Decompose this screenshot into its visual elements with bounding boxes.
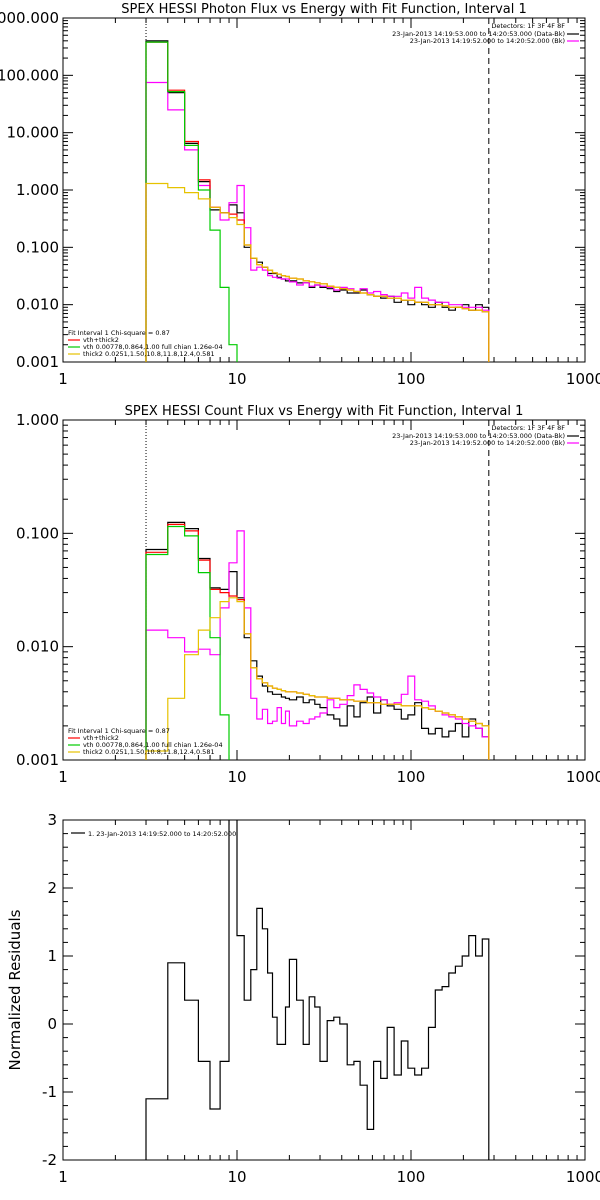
- x-tick-label: 100: [397, 370, 426, 388]
- y-tick-label: 0.010: [16, 638, 59, 656]
- series-group: [145, 40, 490, 362]
- x-tick-label: 10: [227, 768, 246, 786]
- legend-bottom: Fit Interval 1 Chi-square = 0.87vth+thic…: [68, 329, 223, 358]
- y-tick-label: 2: [47, 879, 57, 897]
- chart-title: SPEX HESSI Count Flux vs Energy with Fit…: [125, 404, 524, 419]
- y-tick-label: 1.000: [16, 181, 59, 199]
- x-tick-label: 100: [397, 768, 426, 786]
- series-line-0: [145, 521, 490, 760]
- series-line-1: [145, 530, 490, 760]
- legend-item-label: 23-Jan-2013 14:19:53.000 to 14:20:53.000…: [392, 432, 565, 440]
- x-tick-label: 100: [397, 1168, 426, 1186]
- x-tick-label: 1: [58, 370, 68, 388]
- y-tick-label: 1.000: [16, 411, 59, 429]
- y-tick-label: 0: [47, 1015, 57, 1033]
- series-line-3: [145, 525, 230, 760]
- legend-item-label: 23-Jan-2013 14:19:52.000 to 14:20:52.000…: [410, 37, 565, 45]
- y-tick-label: 0.001: [16, 751, 59, 769]
- legend-top: 1. 23-Jan-2013 14:19:52.000 to 14:20:52.…: [71, 830, 236, 838]
- y-tick-label: -2: [42, 1151, 57, 1169]
- x-tick-label: 1000: [566, 768, 600, 786]
- x-tick-label: 1000: [566, 1168, 600, 1186]
- panel-photon: SPEX HESSI Photon Flux vs Energy with Fi…: [0, 2, 600, 388]
- panel-residuals: Normalized Residuals 1 10 100 1000 -2 -1 0 1 2 3 1.…: [6, 811, 600, 1186]
- series-line-4: [145, 597, 490, 760]
- panel-count: SPEX HESSI Count Flux vs Energy with Fit…: [16, 404, 600, 786]
- chart-title: SPEX HESSI Photon Flux vs Energy with Fi…: [121, 2, 527, 17]
- series-group: [145, 820, 490, 1160]
- x-tick-label: 1: [58, 1168, 68, 1186]
- y-tick-label: 0.010: [16, 296, 59, 314]
- y-tick-label: 3: [47, 811, 57, 829]
- legend-item-label: thick2 0.0251,1.50,10.8,11.8,12.4,0.581: [83, 748, 215, 756]
- x-tick-label: 10: [227, 370, 246, 388]
- y-tick-label: 0.100: [16, 524, 59, 542]
- x-tick-label: 10: [227, 1168, 246, 1186]
- legend-header: Detectors: 1F 3F 4F 8F: [491, 424, 565, 432]
- legend-item-label: vth 0.00778,0.864,1.00 full chian 1.26e-…: [83, 343, 223, 351]
- legend-item-label: thick2 0.0251,1.50,10.8,11.8,12.4,0.581: [83, 350, 215, 358]
- series-line-1: [145, 81, 490, 362]
- y-tick-label: 1000.000: [0, 9, 59, 27]
- plot-frame: [62, 819, 586, 1161]
- legend-item-label: vth 0.00778,0.864,1.00 full chian 1.26e-…: [83, 741, 223, 749]
- series-line-4: [145, 182, 490, 362]
- series-line-2: [145, 41, 490, 362]
- series-line-0: [145, 40, 490, 362]
- y-tick-label: 0.001: [16, 353, 59, 371]
- y-tick-label: -1: [42, 1083, 57, 1101]
- series-line-0: [145, 820, 490, 1160]
- plot-frame: [62, 17, 586, 363]
- legend-header: Fit Interval 1 Chi-square = 0.87: [68, 727, 170, 735]
- legend-item-label: 1. 23-Jan-2013 14:19:52.000 to 14:20:52.…: [88, 830, 236, 838]
- legend-bottom: Fit Interval 1 Chi-square = 0.87vth+thic…: [68, 727, 223, 756]
- plot-frame: [62, 419, 586, 761]
- y-tick-label: 0.100: [16, 238, 59, 256]
- series-line-3: [145, 41, 238, 362]
- legend-item-label: vth+thick2: [83, 336, 119, 344]
- y-tick-label: 10.000: [7, 124, 60, 142]
- x-tick-label: 1000: [566, 370, 600, 388]
- legend-header: Detectors: 1F 3F 4F 8F: [491, 22, 565, 30]
- x-tick-label: 1: [58, 768, 68, 786]
- legend-header: Fit Interval 1 Chi-square = 0.87: [68, 329, 170, 337]
- legend-item-label: 23-Jan-2013 14:19:52.000 to 14:20:52.000…: [410, 439, 565, 447]
- y-axis-label: Normalized Residuals: [6, 909, 24, 1070]
- series-group: [145, 521, 490, 760]
- y-tick-label: 100.000: [0, 66, 59, 84]
- legend-item-label: vth+thick2: [83, 734, 119, 742]
- y-tick-label: 1: [47, 947, 57, 965]
- legend-item-label: 23-Jan-2013 14:19:53.000 to 14:20:53.000…: [392, 30, 565, 38]
